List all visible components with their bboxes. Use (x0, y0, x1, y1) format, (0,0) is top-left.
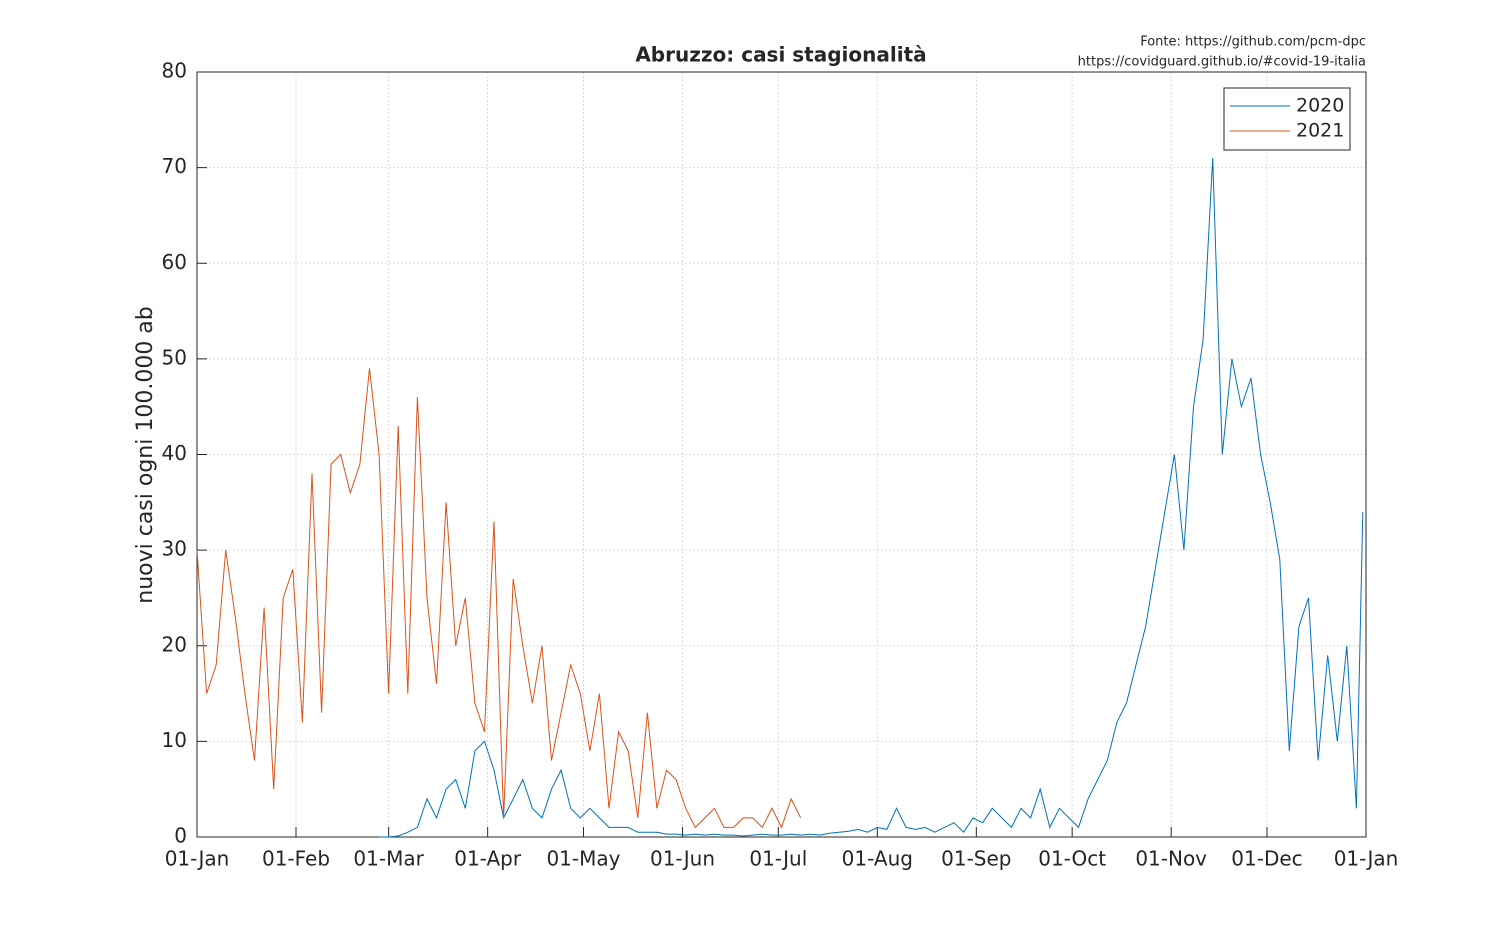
x-tick-label: 01-May (546, 847, 620, 871)
x-tick-label: 01-Sep (941, 847, 1011, 871)
x-tick-label: 01-Jan (165, 847, 230, 871)
x-tick-label: 01-Nov (1135, 847, 1207, 871)
source-note: https://covidguard.github.io/#covid-19-i… (1078, 55, 1366, 70)
y-tick-label: 0 (174, 824, 187, 848)
x-tick-label: 01-Mar (353, 847, 424, 871)
data-line (196, 368, 802, 829)
x-tick-label: 01-Jun (650, 847, 715, 871)
x-tick-label: 01-Apr (454, 847, 522, 871)
axes-box (196, 71, 1367, 838)
y-tick-label: 50 (162, 345, 187, 369)
x-tick-label: 01-Oct (1038, 847, 1106, 871)
y-tick-label: 60 (162, 250, 187, 274)
x-tick-label: 01-Feb (262, 847, 330, 871)
x-tick-label: 01-Aug (842, 847, 913, 871)
chart-title: Abruzzo: casi stagionalità (635, 43, 926, 67)
legend-label: 2021 (1296, 120, 1344, 142)
x-tick-label: 01-Dec (1231, 847, 1302, 871)
y-tick-label: 10 (162, 728, 187, 752)
y-axis-label: nuovi casi ogni 100.000 ab (133, 306, 158, 604)
y-tick-label: 30 (162, 537, 187, 561)
source-note: Fonte: https://github.com/pcm-dpc (1140, 35, 1366, 50)
y-tick-label: 80 (162, 59, 187, 83)
y-tick-label: 70 (162, 154, 187, 178)
legend: 2020 2021 (1223, 87, 1351, 151)
legend-label: 2020 (1296, 95, 1344, 117)
y-tick-label: 20 (162, 632, 187, 656)
x-tick-label: 01-Jan (1334, 847, 1399, 871)
data-line (379, 158, 1364, 838)
legend-box (1223, 87, 1351, 151)
x-tick-label: 01-Jul (749, 847, 807, 871)
y-tick-label: 40 (162, 441, 187, 465)
